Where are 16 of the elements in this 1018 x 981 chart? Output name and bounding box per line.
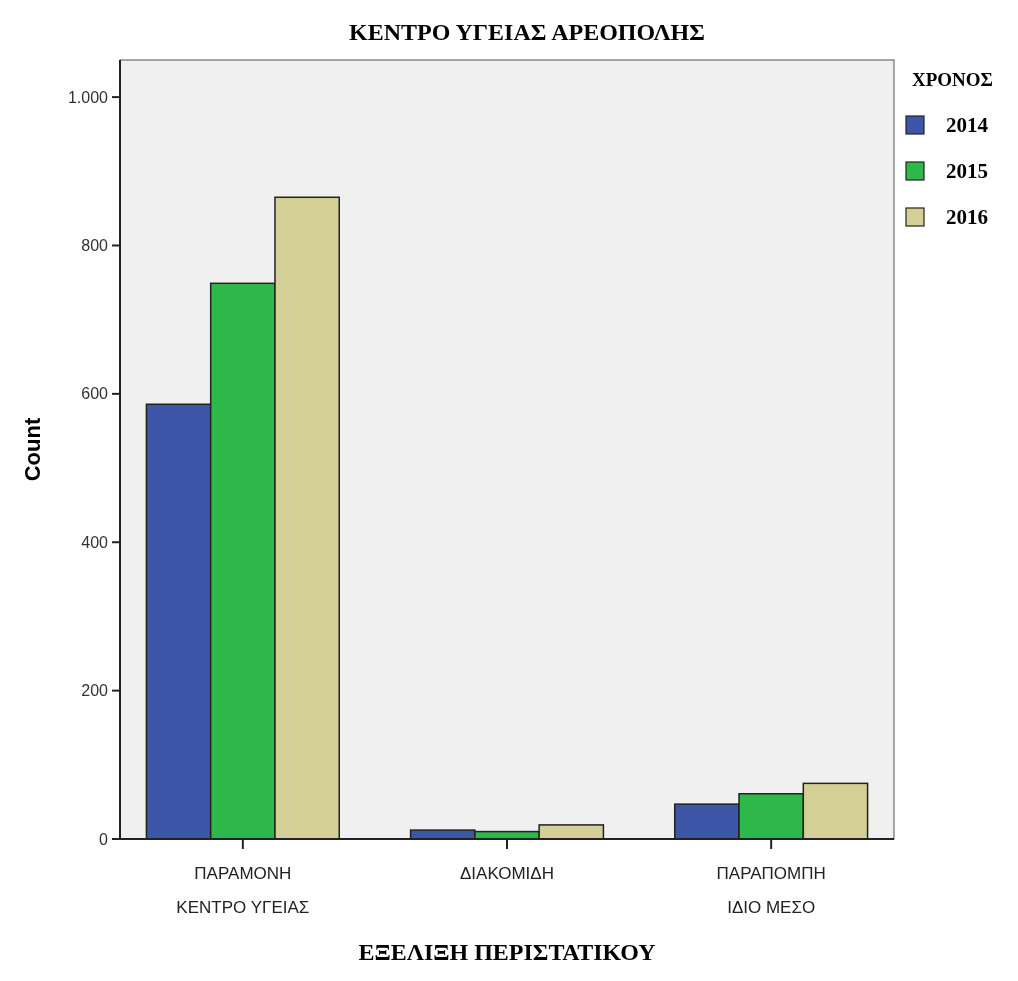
y-axis-title: Count xyxy=(20,417,45,482)
legend-title: ΧΡΟΝΟΣ xyxy=(912,69,994,90)
legend-label: 2015 xyxy=(946,159,988,184)
chart-title: ΚΕΝΤΡΟ ΥΓΕΙΑΣ ΑΡΕΟΠΟΛΗΣ xyxy=(349,19,705,45)
x-tick-label: ΠΑΡΑΜΟΝΗ ΚΕΝΤΡΟ ΥΓΕΙΑΣ xyxy=(176,864,310,917)
y-tick-label: 0 xyxy=(99,830,109,848)
x-tick-label: ΔΙΑΚΟΜΙΔΗ xyxy=(460,864,554,883)
y-tick-label: 800 xyxy=(81,237,109,255)
legend-label: 2016 xyxy=(946,205,988,230)
y-tick-label: 600 xyxy=(81,385,109,403)
y-tick-label: 400 xyxy=(81,533,109,551)
y-tick-label: 1.000 xyxy=(67,88,109,106)
legend-label: 2014 xyxy=(946,113,989,138)
x-axis-title: ΕΞΕΛΙΞΗ ΠΕΡΙΣΤΑΤΙΚΟΥ xyxy=(358,939,656,965)
x-tick-label: ΠΑΡΑΠΟΜΠΗ ΙΔΙΟ ΜΕΣΟ xyxy=(716,864,826,917)
y-tick-label: 200 xyxy=(81,682,109,700)
